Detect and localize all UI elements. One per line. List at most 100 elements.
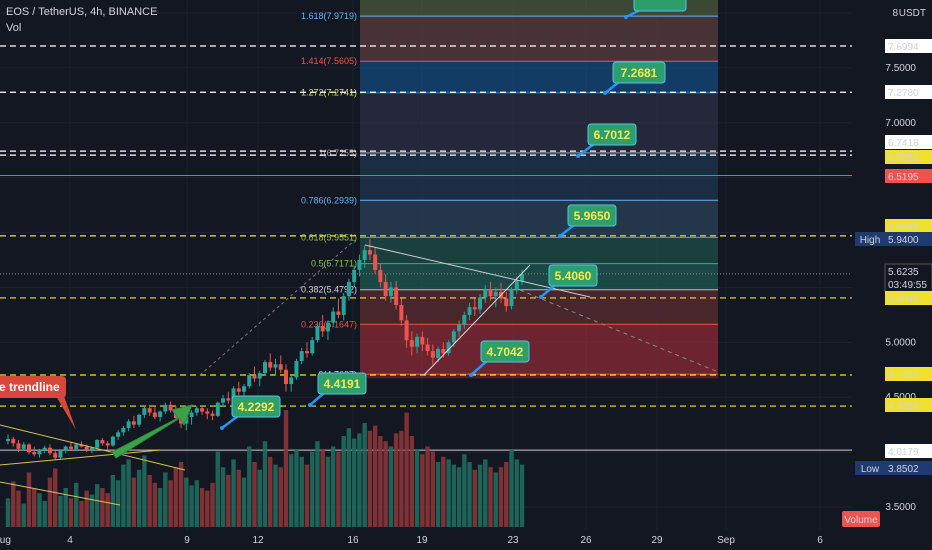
candle-body [26,444,31,453]
callout-pointer [559,224,575,237]
candle-body [383,281,388,297]
volume-bar [21,503,26,527]
fib-level-label: 0.618(5.9551) [301,232,357,242]
fib-zone [360,16,718,62]
volume-bar [414,449,420,527]
price-tag-value: 4.4194 [888,401,919,412]
candle-body [126,421,131,428]
fib-zone [360,152,718,201]
candle-body [32,452,37,455]
x-tick-label: 26 [580,535,592,546]
price-tag [885,135,932,149]
volume-bar [252,462,257,527]
fib-level-label: 1.272(7.2741) [301,88,357,98]
annotation-pointer [56,396,76,430]
volume-bar [509,449,514,527]
fib-zone [360,289,718,325]
fib-level-label: 0.382(5.4792) [301,285,357,295]
volume-bar [404,412,409,527]
callout-pointer [577,143,595,157]
y-tick-label: 7.5000 [885,63,916,74]
candle-body [325,322,330,332]
candle-body [257,373,262,379]
target-callout-label: 4.7042 [487,345,524,359]
price-tag-value: 5.4043 [888,294,919,305]
volume-bar [163,472,168,527]
target-callout-label: 4.2292 [238,400,275,414]
volume-bar [357,433,362,527]
candle-body [37,449,42,455]
price-tag-value: 4.0179 [888,447,919,458]
volume-bar [53,468,58,527]
target-callout [480,340,530,363]
volume-bar [58,495,63,527]
x-tick-label: 23 [507,535,519,546]
candle-body [451,331,456,343]
price-tag [885,150,932,164]
callout-dot [624,15,628,19]
volume-bar [257,469,262,527]
target-callout [567,204,617,227]
target-callout [587,123,637,146]
volume-bar [247,446,252,527]
candle-body [514,280,519,290]
candle-body [373,254,378,270]
price-tag-value: 6.7418 [888,138,919,149]
volume-bar [294,449,299,527]
volume-bar [194,480,200,527]
price-tag [885,85,932,99]
candle-body [467,307,472,315]
fib-zone [360,0,718,17]
volume-bar [514,459,519,527]
candle-body [95,440,100,448]
y-tick-label: 3.5000 [885,502,916,513]
candle-body [53,453,58,458]
candle-body [236,388,241,392]
candle-body [446,342,451,354]
volume-bar [435,462,441,527]
trendline [0,449,161,466]
volume-indicator-label[interactable]: Vol [6,22,22,34]
volume-bar [231,459,236,527]
fib-zone [360,200,718,238]
callout-pointer [470,360,488,376]
volume-bar [362,423,367,527]
volume-bar [89,494,95,527]
volume-bar [367,430,373,527]
volume-bar [498,467,504,527]
volume-bar [226,475,231,527]
callout-dot [576,154,580,158]
volume-bar [325,456,331,527]
volume-bar [477,464,483,527]
candle-body [158,411,163,417]
volume-bar [430,451,436,527]
candle-body [68,446,73,449]
candle-body [299,351,304,361]
fib-level-label: 1.618(7.9719) [301,11,357,21]
target-callout [633,0,687,12]
volume-bar [210,482,215,527]
price-tag-label: High [860,235,881,246]
chart-title: EOS / TetherUS, 4h, BINANCE [6,6,158,18]
fib-level-label: 1.414(7.5605) [301,56,357,66]
callout-dot [539,295,543,299]
callout-pointer [604,81,620,94]
callout-dot [220,426,224,430]
candle-body [200,408,205,412]
volume-bar [121,464,126,527]
target-callout-label: 6.7012 [594,128,631,142]
price-tag [885,398,932,412]
volume-bar [126,459,131,527]
candle-body [268,362,273,368]
x-tick-label: 19 [416,535,428,546]
volume-bar [310,451,315,527]
candle-body [142,408,147,415]
candle-body [121,427,126,433]
volume-bar [462,454,467,527]
price-tag-label-box [855,461,885,475]
volume-bar [372,425,378,527]
candle-body [315,325,320,341]
x-tick-label: 9 [184,535,190,546]
candle-body [404,320,409,341]
